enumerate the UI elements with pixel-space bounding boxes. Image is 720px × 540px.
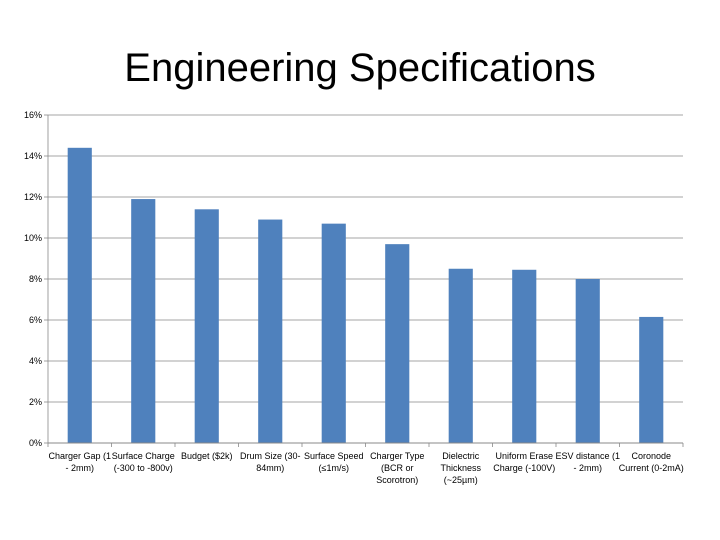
category-label: ESV distance (1 - 2mm) <box>555 451 621 473</box>
bar <box>194 209 219 443</box>
bar <box>575 279 600 443</box>
y-tick-label: 2% <box>29 397 42 407</box>
category-label: Drum Size (30-84mm) <box>239 451 301 473</box>
y-tick-label: 0% <box>29 438 42 448</box>
y-tick-label: 12% <box>24 192 42 202</box>
category-label: Surface Speed (≤1m/s) <box>303 451 364 473</box>
bar <box>448 268 473 443</box>
y-tick-label: 8% <box>29 274 42 284</box>
bar <box>258 219 283 443</box>
y-tick-label: 16% <box>24 110 42 120</box>
bar <box>512 269 537 443</box>
category-label: Dielectric Thickness (~25µm) <box>440 451 481 485</box>
category-label: Charger Type (BCR or Scorotron) <box>370 451 425 485</box>
bar <box>67 147 92 444</box>
y-tick-label: 14% <box>24 151 42 161</box>
y-tick-label: 4% <box>29 356 42 366</box>
category-label: Charger Gap (1 - 2mm) <box>48 451 112 473</box>
bar <box>385 244 410 443</box>
category-label: Budget ($2k) <box>180 451 233 461</box>
bar <box>131 199 156 443</box>
category-label: Uniform Erase Charge (-100V) <box>493 451 556 473</box>
slide-title: Engineering Specifications <box>124 46 596 90</box>
bar <box>639 316 664 443</box>
category-label: Surface Charge (-300 to -800v) <box>111 451 175 473</box>
y-tick-label: 10% <box>24 233 42 243</box>
bar <box>321 223 346 443</box>
y-tick-label: 6% <box>29 315 42 325</box>
category-label: Coronode Current (0-2mA) <box>618 451 684 473</box>
